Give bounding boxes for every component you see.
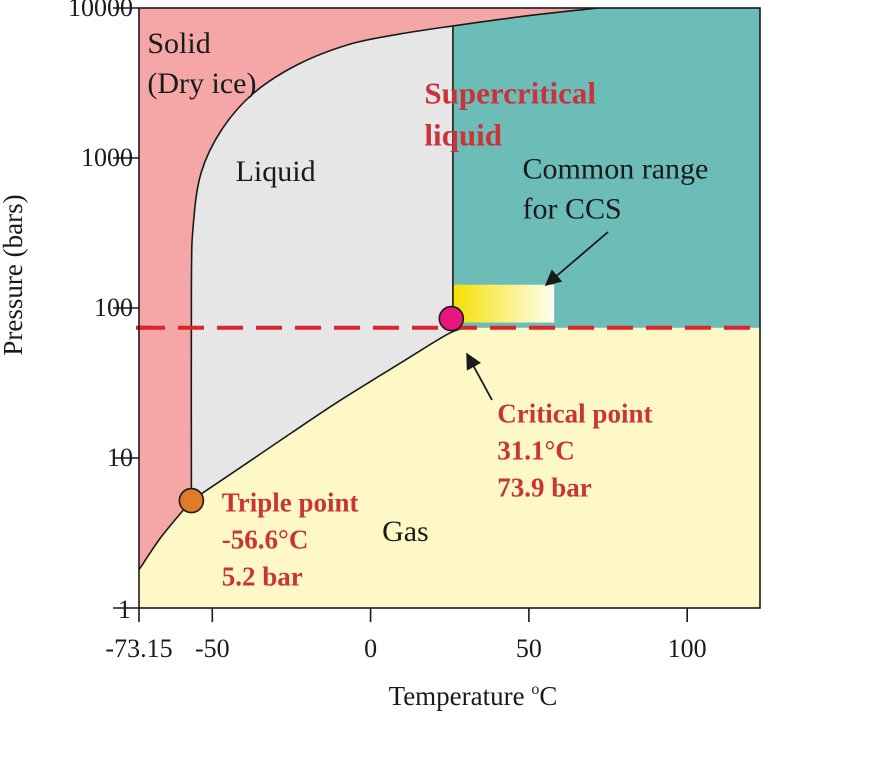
gas-region-label: Gas xyxy=(382,515,429,548)
x-tick-label: 50 xyxy=(516,634,542,663)
x-tick-label: 100 xyxy=(668,634,707,663)
ccs-note: Common range for CCS xyxy=(523,153,709,226)
axes: 1 10 100 1000 10000 -73.15 -50 0 50 100 xyxy=(68,0,707,663)
x-tick-label: -50 xyxy=(195,634,230,663)
x-axis-label: Temperature oC xyxy=(389,681,558,711)
y-tick-label: 1000 xyxy=(81,143,133,172)
critical-point-label: Critical point 31.1°C 73.9 bar xyxy=(497,398,652,502)
solid-region-label: Solid (Dry ice) xyxy=(147,27,256,100)
ccs-range-box xyxy=(452,284,555,323)
supercritical-region-label: Supercritical liquid xyxy=(424,76,596,153)
melting-curve xyxy=(190,8,599,501)
y-tick-label: 100 xyxy=(94,293,133,322)
point-markers: Triple point -56.6°C 5.2 bar Critical point… xyxy=(178,305,652,591)
critical-point-marker xyxy=(438,305,465,332)
solid-region xyxy=(139,8,599,570)
y-axis-label: Pressure (bars) xyxy=(0,194,28,355)
x-tick-label: -73.15 xyxy=(105,634,172,663)
y-tick-label: 1 xyxy=(118,595,131,624)
triple-point-label: Triple point -56.6°C 5.2 bar xyxy=(222,487,359,591)
critical-point-arrow xyxy=(466,352,493,401)
region-labels: Solid (Dry ice) Liquid Supercritical liquid G… xyxy=(147,27,708,548)
y-tick-label: 10 xyxy=(107,443,133,472)
liquid-region-label: Liquid xyxy=(236,155,316,188)
x-tick-label: 0 xyxy=(364,634,377,663)
ccs-arrow xyxy=(544,231,609,287)
triple-point-marker xyxy=(178,487,205,514)
vaporization-curve xyxy=(190,326,470,502)
y-tick-label: 10000 xyxy=(68,0,133,22)
supercritical-region xyxy=(452,8,760,328)
